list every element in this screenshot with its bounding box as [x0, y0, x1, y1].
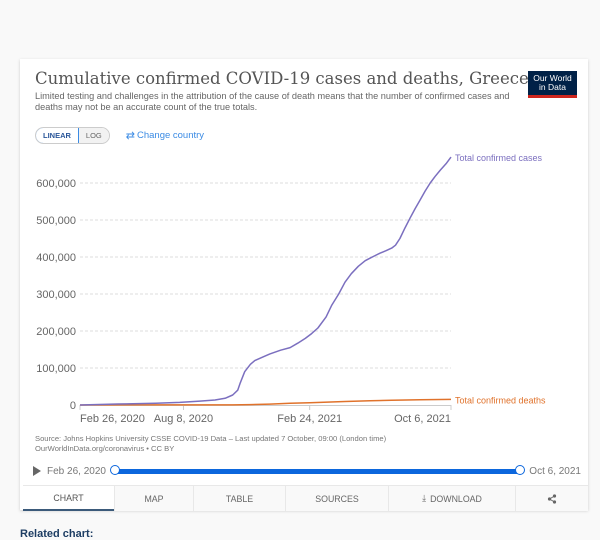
tab-map[interactable]: MAP	[114, 486, 193, 511]
y-tick-label: 200,000	[36, 326, 76, 338]
cases-legend-label: Total confirmed cases	[455, 153, 543, 163]
scale-toggle: LINEAR LOG	[35, 127, 110, 144]
chart-title: Cumulative confirmed COVID-19 cases and …	[35, 69, 529, 88]
linear-button[interactable]: LINEAR	[35, 128, 79, 143]
owid-logo[interactable]: Our World in Data	[528, 71, 577, 98]
chart-card: Cumulative confirmed COVID-19 cases and …	[20, 59, 588, 511]
tab-bar: CHART MAP TABLE SOURCES ⤓ DOWNLOAD	[23, 485, 588, 511]
log-button[interactable]: LOG	[78, 128, 109, 143]
source-line-1: Source: Johns Hopkins University CSSE CO…	[35, 434, 387, 443]
download-icon: ⤓	[422, 493, 427, 503]
x-tick-label: Oct 6, 2021	[394, 413, 451, 425]
logo-line-1: Our World	[533, 73, 572, 83]
timeline: Feb 26, 2020 Oct 6, 2021	[33, 463, 581, 479]
change-country-button[interactable]: ⇄ Change country	[126, 129, 204, 142]
tab-download[interactable]: ⤓ DOWNLOAD	[388, 486, 515, 511]
tab-sources-label: SOURCES	[315, 493, 359, 504]
timeline-track[interactable]	[109, 464, 526, 475]
tab-sources[interactable]: SOURCES	[285, 486, 388, 511]
y-tick-label: 100,000	[36, 363, 76, 375]
logo-line-2: in Data	[539, 82, 566, 92]
timeline-end-label: Oct 6, 2021	[529, 465, 581, 477]
cases-line	[79, 156, 452, 406]
x-tick-label: Aug 8, 2020	[154, 413, 213, 425]
source-note: Source: Johns Hopkins University CSSE CO…	[35, 434, 386, 454]
x-tick-label: Feb 26, 2020	[80, 413, 145, 425]
line-chart: 0 100,000 200,000 300,000 400,000 500,000 600,…	[36, 153, 546, 425]
deaths-legend-label: Total confirmed deaths	[455, 395, 546, 405]
tab-chart-label: CHART	[53, 492, 84, 503]
tab-share[interactable]	[515, 486, 588, 511]
timeline-end-handle[interactable]	[515, 464, 526, 475]
x-tick-label: Feb 24, 2021	[277, 413, 342, 425]
chart-controls: LINEAR LOG ⇄ Change country	[35, 127, 204, 144]
tab-table-label: TABLE	[225, 493, 254, 504]
chart-subtitle: Limited testing and challenges in the at…	[35, 91, 510, 112]
deaths-line	[79, 398, 452, 406]
tab-chart[interactable]: CHART	[23, 486, 114, 511]
tab-map-label: MAP	[144, 493, 164, 504]
play-icon[interactable]	[33, 466, 41, 476]
y-tick-label: 0	[70, 400, 76, 412]
y-tick-label: 600,000	[36, 178, 76, 190]
y-tick-label: 300,000	[36, 289, 76, 301]
timeline-start-label: Feb 26, 2020	[47, 465, 106, 477]
timeline-start-handle[interactable]	[109, 464, 120, 475]
source-line-2[interactable]: OurWorldInData.org/coronavirus • CC BY	[35, 444, 175, 453]
share-icon	[547, 493, 557, 504]
tab-download-label: DOWNLOAD	[430, 493, 482, 504]
related-chart-heading: Related chart:	[20, 528, 94, 540]
change-country-label: Change country	[136, 130, 205, 141]
y-tick-label: 500,000	[36, 215, 76, 227]
swap-arrows-icon: ⇄	[125, 130, 135, 142]
tab-table[interactable]: TABLE	[193, 486, 285, 511]
y-tick-label: 400,000	[36, 252, 76, 264]
